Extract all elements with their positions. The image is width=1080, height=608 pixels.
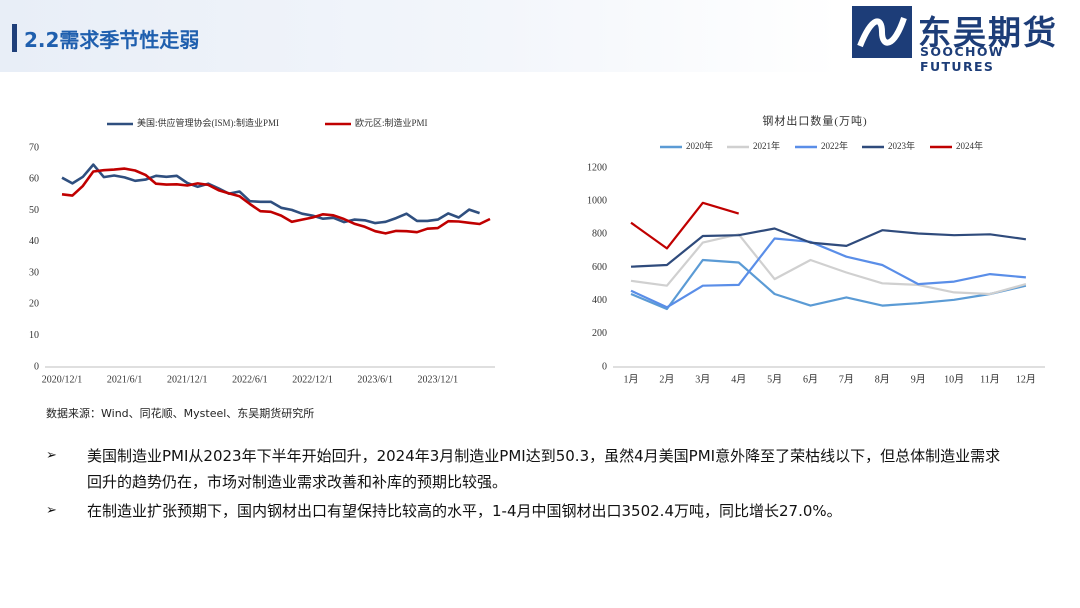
- legend-label: 2021年: [753, 140, 780, 151]
- legend-label: 2020年: [686, 140, 713, 151]
- y-tick-label: 10: [29, 330, 39, 341]
- legend-label: 2024年: [956, 140, 983, 151]
- legend-label: 2023年: [888, 140, 915, 151]
- bullet-text: 在制造业扩张预期下，国内钢材出口有望保持比较高的水平，1-4月中国钢材出口350…: [87, 502, 842, 520]
- series-line: [630, 258, 1027, 311]
- x-tick-label: 12月: [1016, 373, 1036, 385]
- y-tick-label: 1000: [587, 195, 607, 206]
- y-tick-label: 50: [29, 205, 39, 216]
- y-tick-label: 1200: [587, 162, 607, 173]
- x-tick-label: 2022/12/1: [292, 374, 333, 385]
- series-line: [61, 163, 481, 225]
- title-bar: [12, 24, 17, 52]
- x-tick-label: 2023/12/1: [418, 374, 459, 385]
- bullet-marker: ➢: [46, 448, 57, 463]
- slide-title: 2.2需求季节性走弱: [24, 28, 200, 52]
- x-tick-label: 4月: [731, 373, 746, 385]
- x-tick-label: 2021/12/1: [167, 374, 208, 385]
- x-tick-label: 9月: [911, 373, 926, 385]
- y-tick-label: 60: [29, 174, 39, 185]
- x-tick-label: 2023/6/1: [357, 374, 393, 385]
- header: 2.2需求季节性走弱: [0, 0, 840, 72]
- x-tick-label: 2021/6/1: [107, 374, 143, 385]
- y-tick-label: 0: [602, 361, 607, 372]
- y-tick-label: 400: [592, 295, 607, 306]
- series-line: [630, 227, 1027, 268]
- y-tick-label: 30: [29, 267, 39, 278]
- x-tick-label: 10月: [944, 373, 964, 385]
- series-line: [630, 201, 740, 250]
- chart-title: 钢材出口数量(万吨): [762, 114, 867, 128]
- x-tick-label: 2022/6/1: [232, 374, 268, 385]
- x-tick-label: 2月: [659, 373, 674, 385]
- y-tick-label: 800: [592, 229, 607, 240]
- x-tick-label: 7月: [839, 373, 854, 385]
- y-tick-label: 40: [29, 236, 39, 247]
- series-line: [630, 233, 1027, 296]
- logo-icon: [852, 6, 912, 58]
- logo-text: 东吴期货: [918, 13, 1058, 52]
- x-tick-label: 5月: [767, 373, 782, 385]
- y-tick-label: 70: [29, 142, 39, 153]
- x-tick-label: 11月: [980, 373, 1000, 385]
- bullet-marker: ➢: [46, 503, 57, 518]
- x-tick-label: 1月: [624, 373, 639, 385]
- x-tick-label: 8月: [875, 373, 890, 385]
- series-line: [630, 237, 1027, 309]
- x-tick-label: 6月: [803, 373, 818, 385]
- y-tick-label: 20: [29, 299, 39, 310]
- source-note: 数据来源：Wind、同花顺、Mysteel、东吴期货研究所: [46, 407, 315, 420]
- legend-label: 2022年: [821, 140, 848, 151]
- charts: 0 10 20 30 40 50 60 70 2020/12/1 2021/6/1 2021/12/…: [29, 114, 1045, 385]
- x-tick-label: 2020/12/1: [42, 374, 83, 385]
- series-line: [61, 167, 491, 235]
- legend-label: 美国:供应管理协会(ISM):制造业PMI: [137, 117, 279, 128]
- y-tick-label: 0: [34, 361, 39, 372]
- bullet-text: 美国制造业PMI从2023年下半年开始回升，2024年3月制造业PMI达到50.…: [87, 447, 1001, 491]
- y-tick-label: 600: [592, 262, 607, 273]
- legend-label: 欧元区:制造业PMI: [355, 117, 428, 128]
- x-tick-label: 3月: [695, 373, 710, 385]
- logo-subtext: SOOCHOW FUTURES: [920, 44, 1005, 74]
- y-tick-label: 200: [592, 328, 607, 339]
